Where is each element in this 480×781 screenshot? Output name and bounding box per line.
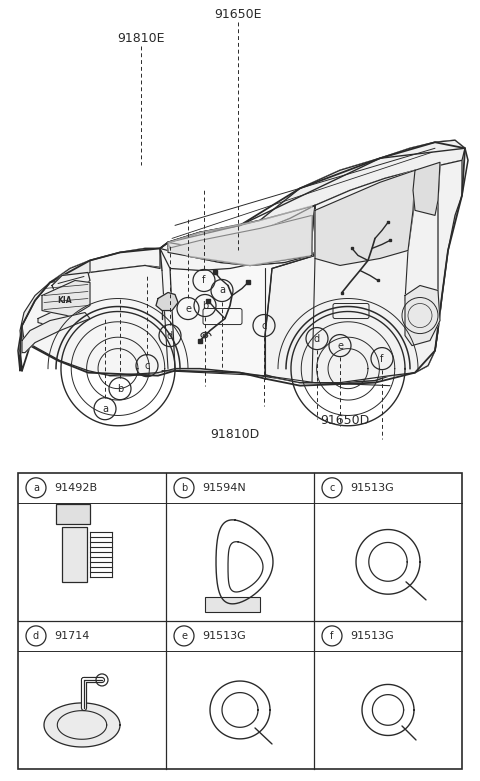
Text: e: e (337, 341, 343, 351)
Polygon shape (22, 248, 175, 376)
Polygon shape (315, 170, 415, 266)
Text: 91810D: 91810D (210, 428, 260, 441)
Text: b: b (117, 383, 123, 394)
Text: a: a (33, 483, 39, 493)
Bar (205, 597, 260, 612)
Text: c: c (144, 361, 150, 371)
Polygon shape (38, 311, 70, 326)
Polygon shape (50, 248, 340, 283)
Polygon shape (168, 205, 312, 266)
Text: d: d (33, 631, 39, 641)
Text: b: b (202, 301, 208, 311)
Text: b: b (181, 483, 187, 493)
Text: 91594N: 91594N (202, 483, 246, 493)
Text: 91492B: 91492B (54, 483, 97, 493)
Text: 91513G: 91513G (350, 483, 394, 493)
Polygon shape (20, 260, 90, 351)
FancyBboxPatch shape (56, 504, 90, 524)
Polygon shape (168, 216, 312, 266)
Text: 91513G: 91513G (202, 631, 246, 641)
Text: e: e (181, 631, 187, 641)
Text: 91714: 91714 (54, 631, 89, 641)
Text: d: d (314, 333, 320, 344)
Polygon shape (168, 205, 315, 266)
Text: 91650E: 91650E (214, 8, 262, 20)
Text: d: d (167, 330, 173, 341)
Text: 91513G: 91513G (350, 631, 394, 641)
Polygon shape (44, 703, 120, 747)
Polygon shape (156, 293, 178, 311)
Polygon shape (52, 273, 90, 293)
Text: c: c (329, 483, 335, 493)
Text: e: e (185, 304, 191, 313)
Polygon shape (405, 286, 440, 345)
Text: f: f (380, 354, 384, 364)
Text: a: a (102, 404, 108, 414)
Text: 91810E: 91810E (117, 31, 165, 45)
Text: c: c (261, 320, 267, 330)
Text: a: a (219, 286, 225, 295)
Polygon shape (42, 280, 90, 316)
Polygon shape (18, 141, 468, 383)
Polygon shape (413, 162, 440, 216)
Text: KIA: KIA (58, 296, 72, 305)
Text: f: f (330, 631, 334, 641)
Bar (62, 527, 87, 582)
Polygon shape (168, 141, 465, 248)
Polygon shape (22, 312, 90, 352)
Polygon shape (265, 160, 462, 383)
Text: 91650D: 91650D (320, 414, 370, 427)
Text: f: f (202, 276, 206, 286)
